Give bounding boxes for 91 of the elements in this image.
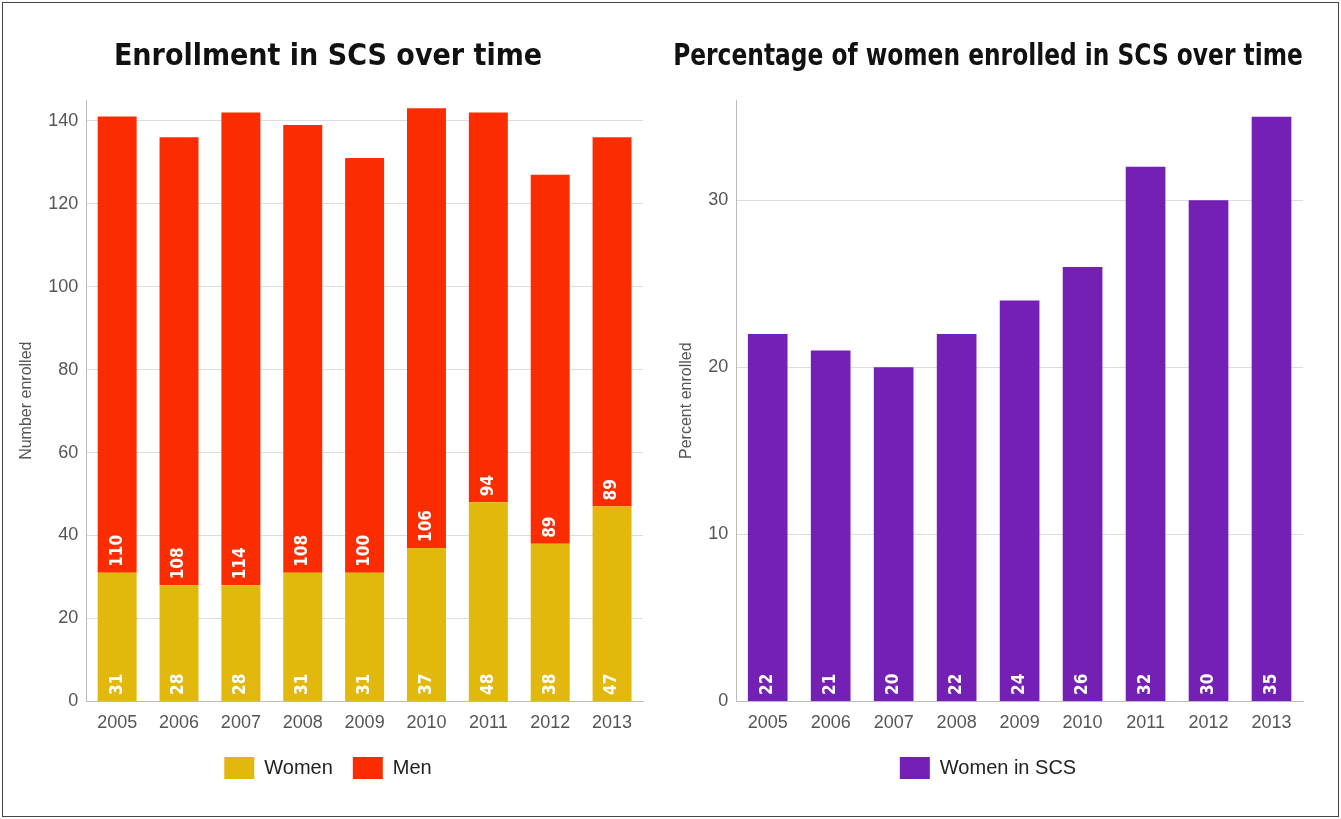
data-label: 94 xyxy=(476,475,497,497)
bar xyxy=(1062,267,1103,701)
bar xyxy=(1125,166,1166,701)
y-tick-label: 20 xyxy=(708,356,729,377)
bar xyxy=(345,572,385,701)
data-label: 28 xyxy=(229,673,250,695)
bar xyxy=(810,350,851,701)
y-tick-label: 20 xyxy=(58,607,79,628)
bar xyxy=(592,506,632,701)
x-tick-label: 2010 xyxy=(1062,712,1103,733)
bar xyxy=(468,502,508,701)
chart-title: Percentage of women enrolled in SCS over time xyxy=(673,36,1303,73)
data-label: 32 xyxy=(1133,673,1154,695)
bar xyxy=(221,585,261,701)
y-tick-label: 100 xyxy=(48,275,79,296)
y-tick-label: 0 xyxy=(68,690,79,711)
bar xyxy=(221,112,261,586)
y-axis-title: Percent enrolled xyxy=(677,342,695,459)
bar xyxy=(468,112,508,503)
bar xyxy=(873,367,914,701)
data-label: 89 xyxy=(600,479,621,501)
x-tick-label: 2011 xyxy=(1126,712,1165,733)
bar xyxy=(406,547,446,701)
x-tick-label: 2013 xyxy=(592,712,633,733)
bar xyxy=(936,333,977,701)
x-tick-label: 2006 xyxy=(159,712,200,733)
x-tick-label: 2005 xyxy=(97,712,138,733)
data-label: 20 xyxy=(882,673,903,695)
data-label: 28 xyxy=(167,673,188,695)
data-label: 30 xyxy=(1196,673,1217,695)
data-label: 31 xyxy=(353,673,374,695)
data-label: 89 xyxy=(538,516,559,538)
x-tick-label: 2013 xyxy=(1251,712,1292,733)
y-tick-label: 140 xyxy=(48,109,79,130)
bar xyxy=(345,158,385,573)
y-tick-label: 0 xyxy=(718,690,729,711)
bar xyxy=(999,300,1040,701)
y-tick-label: 80 xyxy=(58,358,79,379)
y-tick-label: 10 xyxy=(708,523,729,544)
x-tick-label: 2012 xyxy=(1188,712,1229,733)
bar xyxy=(530,174,570,544)
bar xyxy=(1188,200,1229,701)
data-label: 100 xyxy=(353,534,374,567)
y-tick-label: 120 xyxy=(48,192,79,213)
data-label: 22 xyxy=(756,673,777,695)
x-tick-label: 2006 xyxy=(810,712,851,733)
y-tick-label: 30 xyxy=(708,189,729,210)
data-label: 48 xyxy=(476,673,497,695)
data-label: 24 xyxy=(1008,673,1029,695)
data-label: 21 xyxy=(819,673,840,695)
x-tick-label: 2008 xyxy=(936,712,977,733)
data-label: 22 xyxy=(945,673,966,695)
bar xyxy=(530,543,570,701)
bar xyxy=(159,137,199,586)
chart-title: Enrollment in SCS over time xyxy=(113,36,543,72)
data-label: 47 xyxy=(600,673,621,695)
bar xyxy=(592,137,632,507)
y-tick-label: 60 xyxy=(58,441,79,462)
bar xyxy=(97,116,137,573)
x-tick-label: 2012 xyxy=(530,712,571,733)
x-tick-label: 2009 xyxy=(999,712,1040,733)
legend-label: Men xyxy=(392,755,432,778)
bar xyxy=(97,572,137,701)
data-label: 108 xyxy=(291,534,312,567)
y-axis-title: Number enrolled xyxy=(17,341,35,460)
x-tick-label: 2010 xyxy=(406,712,447,733)
data-label: 110 xyxy=(105,534,126,567)
data-label: 108 xyxy=(167,547,188,580)
legend-label: Women in SCS xyxy=(939,755,1077,778)
data-label: 35 xyxy=(1259,673,1280,695)
x-tick-label: 2008 xyxy=(282,712,323,733)
bar xyxy=(747,333,788,701)
bar xyxy=(406,108,446,548)
data-label: 37 xyxy=(414,673,435,695)
data-label: 114 xyxy=(229,547,250,580)
x-tick-label: 2009 xyxy=(344,712,385,733)
x-tick-label: 2005 xyxy=(747,712,788,733)
bar xyxy=(283,124,323,573)
legend-label: Women xyxy=(264,755,333,778)
bar xyxy=(283,572,323,701)
x-tick-label: 2007 xyxy=(873,712,914,733)
data-label: 31 xyxy=(291,673,312,695)
data-label: 38 xyxy=(538,673,559,695)
x-tick-label: 2011 xyxy=(468,712,508,733)
bar xyxy=(159,585,199,701)
data-label: 26 xyxy=(1071,673,1092,695)
bar xyxy=(1251,116,1292,701)
data-label: 31 xyxy=(105,673,126,695)
x-tick-label: 2007 xyxy=(220,712,261,733)
y-tick-label: 40 xyxy=(58,524,79,545)
data-label: 106 xyxy=(414,510,435,542)
